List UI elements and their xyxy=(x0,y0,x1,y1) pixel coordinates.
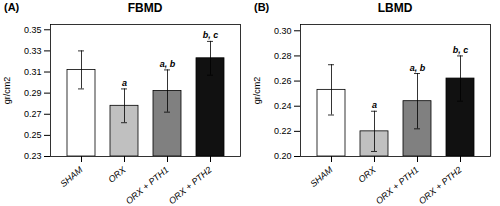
svg-text:ORX + PTH2: ORX + PTH2 xyxy=(417,165,464,204)
html-text:(A): (A) xyxy=(4,1,20,13)
svg-text:SHAM: SHAM xyxy=(308,164,335,189)
svg-text:0.35: 0.35 xyxy=(24,25,42,35)
svg-text:SHAM: SHAM xyxy=(58,164,85,189)
svg-text:0.33: 0.33 xyxy=(24,46,42,56)
svg-text:a: a xyxy=(122,78,127,88)
svg-text:0.20: 0.20 xyxy=(274,151,292,161)
svg-text:0.27: 0.27 xyxy=(24,109,42,119)
svg-text:0.28: 0.28 xyxy=(274,51,292,61)
svg-text:b, c: b, c xyxy=(453,45,469,55)
svg-text:0.25: 0.25 xyxy=(24,130,42,140)
svg-text:ORX + PTH1: ORX + PTH1 xyxy=(374,165,421,204)
svg-text:ORX: ORX xyxy=(356,164,378,185)
html-text:FBMD: FBMD xyxy=(127,1,163,15)
svg-text:a: a xyxy=(372,100,377,110)
svg-text:0.23: 0.23 xyxy=(24,151,42,161)
svg-text:0.24: 0.24 xyxy=(274,101,292,111)
svg-text:b, c: b, c xyxy=(203,30,219,40)
svg-text:0.26: 0.26 xyxy=(274,76,292,86)
svg-text:0.31: 0.31 xyxy=(24,67,42,77)
svg-text:ORX + PTH2: ORX + PTH2 xyxy=(167,165,214,204)
html-text:(B): (B) xyxy=(254,1,270,13)
svg-text:ORX + PTH1: ORX + PTH1 xyxy=(124,165,171,204)
svg-text:gr/cm2: gr/cm2 xyxy=(2,77,12,105)
html-text:LBMD: LBMD xyxy=(377,1,413,15)
svg-text:ORX: ORX xyxy=(106,164,128,185)
svg-text:0.29: 0.29 xyxy=(24,88,42,98)
svg-text:gr/cm2: gr/cm2 xyxy=(252,77,262,105)
svg-text:a, b: a, b xyxy=(160,59,176,69)
svg-text:0.30: 0.30 xyxy=(274,26,292,36)
svg-text:a, b: a, b xyxy=(410,63,426,73)
svg-text:0.22: 0.22 xyxy=(274,126,292,136)
